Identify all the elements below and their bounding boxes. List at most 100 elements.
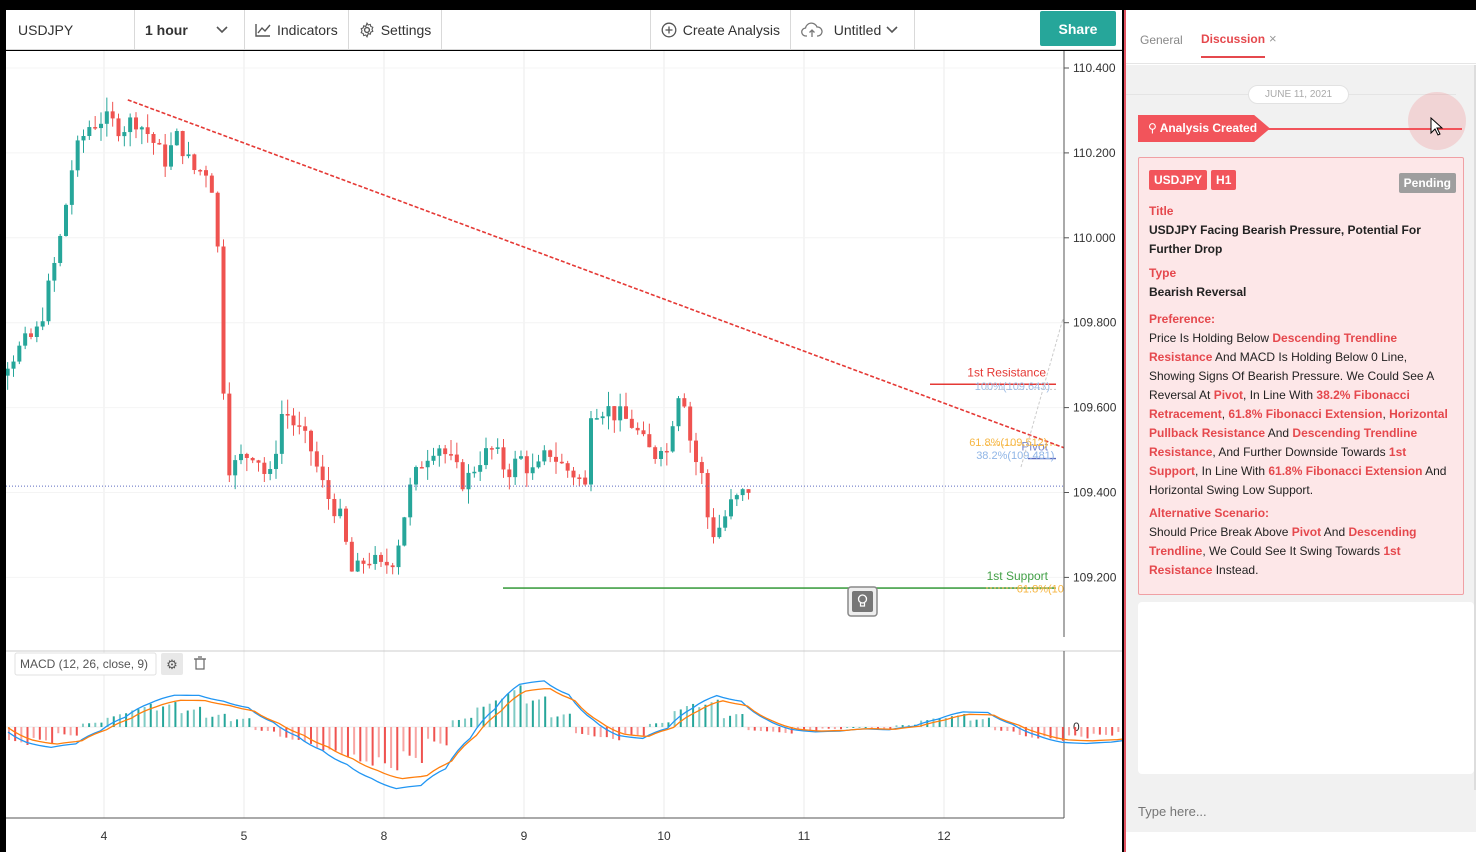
candle-body bbox=[635, 427, 640, 431]
candle-body bbox=[221, 246, 226, 394]
alternative-text: Should Price Break Above Pivot And Desce… bbox=[1149, 523, 1453, 580]
settings-button[interactable]: Settings bbox=[349, 10, 443, 49]
idea-marker[interactable] bbox=[847, 586, 878, 617]
candle-body bbox=[600, 416, 605, 419]
candle-body bbox=[128, 117, 133, 133]
macd-histogram-bar bbox=[279, 727, 282, 737]
candle-body bbox=[157, 142, 162, 145]
candle-body bbox=[408, 484, 413, 518]
text-run: And bbox=[1265, 426, 1293, 440]
scrollbar[interactable] bbox=[1474, 65, 1476, 790]
tab-discussion[interactable]: Discussion bbox=[1201, 32, 1266, 58]
macd-histogram-bar bbox=[180, 713, 183, 727]
resistance-label: 1st Resistance bbox=[967, 365, 1046, 379]
macd-histogram-bar bbox=[544, 696, 547, 727]
toolbar-spacer bbox=[442, 10, 651, 49]
macd-legend[interactable]: MACD (12, 26, close, 9) ⚙ bbox=[14, 652, 211, 676]
candle-body bbox=[279, 413, 284, 454]
macd-delete-button[interactable] bbox=[189, 653, 211, 675]
create-analysis-button[interactable]: Create Analysis bbox=[651, 10, 791, 49]
price-axis[interactable]: 110.400 110.200 110.000 109.800 109.600 109.4… bbox=[1063, 51, 1122, 852]
macd-histogram-bar bbox=[51, 727, 54, 744]
macd-histogram-bar bbox=[636, 727, 639, 736]
price-tick-label: 109.400 bbox=[1073, 486, 1117, 500]
macd-histogram-bar bbox=[784, 727, 787, 733]
fib-label: 100%(109.643) bbox=[975, 381, 1050, 393]
macd-histogram-bar bbox=[753, 727, 756, 731]
layout-dropdown[interactable]: Untitled bbox=[791, 10, 915, 49]
macd-histogram-bar bbox=[987, 717, 990, 727]
candle-body bbox=[145, 127, 150, 135]
message-input[interactable] bbox=[1126, 790, 1476, 832]
reply-area[interactable] bbox=[1138, 602, 1474, 774]
time-tick-label: 12 bbox=[937, 829, 951, 843]
macd-histogram-bar bbox=[679, 709, 682, 727]
candle-body bbox=[524, 456, 529, 474]
candle-body bbox=[303, 426, 308, 431]
macd-histogram-bar bbox=[340, 727, 343, 754]
macd-histogram-bar bbox=[729, 715, 732, 727]
candle-body bbox=[52, 262, 57, 281]
candle-body bbox=[571, 470, 576, 478]
macd-histogram-bar bbox=[377, 727, 380, 758]
analysis-created-tag: ⚲ Analysis Created bbox=[1138, 115, 1270, 142]
macd-histogram-bar bbox=[464, 718, 467, 727]
macd-label: MACD (12, 26, close, 9) bbox=[20, 657, 148, 671]
analysis-created-label: Analysis Created bbox=[1159, 121, 1258, 135]
macd-histogram-bar bbox=[692, 703, 695, 727]
macd-histogram-bar bbox=[162, 706, 165, 727]
macd-histogram-bar bbox=[531, 700, 534, 727]
discussion-feed[interactable]: JUNE 11, 2021 ⚲ Analysis Created USDJPY H… bbox=[1126, 65, 1476, 790]
indicators-button[interactable]: Indicators bbox=[245, 10, 349, 49]
candle-body bbox=[618, 406, 623, 421]
macd-settings-button[interactable] bbox=[161, 653, 183, 675]
candle-body bbox=[519, 456, 523, 459]
macd-histogram-bar bbox=[57, 727, 60, 734]
candle-body bbox=[99, 123, 103, 129]
macd-histogram-bar bbox=[605, 727, 608, 738]
macd-histogram-bar bbox=[957, 715, 960, 727]
candle-body bbox=[262, 462, 267, 474]
macd-histogram-bar bbox=[328, 727, 331, 750]
macd-histogram-bar bbox=[747, 727, 750, 731]
candle-body bbox=[17, 345, 22, 362]
macd-histogram-bar bbox=[14, 727, 17, 742]
preference-label: Preference: bbox=[1149, 312, 1216, 326]
timeframe-badge: H1 bbox=[1211, 170, 1237, 190]
macd-histogram-bar bbox=[852, 727, 855, 728]
close-icon[interactable]: × bbox=[1269, 31, 1277, 46]
candle-body bbox=[647, 434, 652, 448]
macd-histogram-bar bbox=[482, 706, 485, 727]
candle-body bbox=[93, 127, 98, 129]
share-button[interactable]: Share bbox=[1040, 11, 1116, 46]
text-run: And bbox=[1321, 525, 1349, 539]
candle-body bbox=[297, 425, 302, 427]
candle-body bbox=[239, 453, 243, 461]
macd-histogram-bar bbox=[655, 723, 658, 727]
macd-histogram-bar bbox=[359, 727, 362, 762]
symbol-selector[interactable]: USDJPY bbox=[6, 10, 135, 49]
macd-histogram-bar bbox=[353, 727, 356, 755]
macd-histogram-bar bbox=[143, 707, 146, 727]
macd-histogram-bar bbox=[1074, 727, 1077, 736]
macd-histogram-bar bbox=[944, 717, 947, 727]
macd-histogram-bar bbox=[439, 727, 442, 744]
candle-body bbox=[75, 140, 80, 171]
macd-histogram-bar bbox=[211, 716, 214, 727]
candle-body bbox=[174, 131, 179, 146]
time-axis[interactable]: 4 5 8 9 10 11 12 bbox=[6, 650, 1122, 843]
macd-histogram-bar bbox=[673, 711, 676, 727]
macd-histogram-bar bbox=[100, 722, 103, 727]
macd-histogram-bar bbox=[575, 727, 577, 734]
analysis-card[interactable]: USDJPY H1 Pending Title USDJPY Facing Bea… bbox=[1138, 157, 1464, 595]
candle-body bbox=[670, 426, 675, 452]
candle-body bbox=[699, 462, 704, 474]
macd-histogram-bar bbox=[291, 727, 294, 740]
settings-label: Settings bbox=[380, 21, 432, 38]
tab-general[interactable]: General bbox=[1140, 33, 1183, 47]
highlight-term: Descending Trendline Resistance bbox=[1149, 331, 1398, 364]
interval-dropdown[interactable]: 1 hour bbox=[135, 10, 245, 49]
chart-area[interactable]: 1st Resistance Pivot 1st Support 100%(109.6… bbox=[6, 51, 1122, 852]
candle-body bbox=[694, 440, 698, 463]
